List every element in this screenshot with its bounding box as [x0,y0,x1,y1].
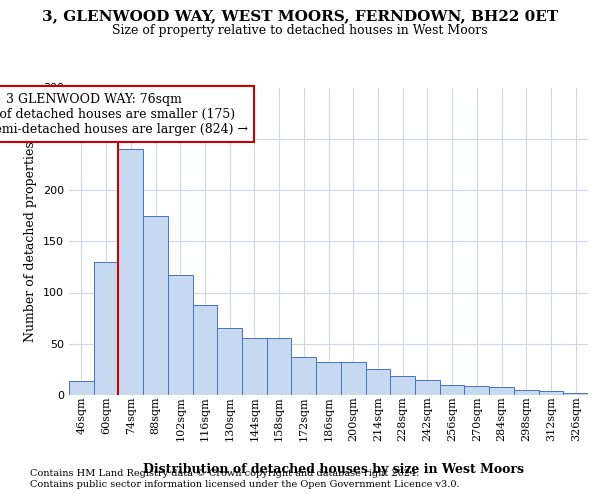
Text: Contains public sector information licensed under the Open Government Licence v3: Contains public sector information licen… [30,480,460,489]
Bar [292,357,316,395]
Bar [168,275,193,395]
Y-axis label: Number of detached properties: Number of detached properties [25,141,37,342]
Bar [464,386,489,395]
Bar [316,362,341,395]
Bar [217,328,242,395]
Bar [341,362,365,395]
Bar [143,216,168,395]
Bar [415,380,440,395]
Bar [193,305,217,395]
Text: Contains HM Land Registry data © Crown copyright and database right 2024.: Contains HM Land Registry data © Crown c… [30,468,419,477]
Bar [489,387,514,395]
Bar [118,149,143,395]
Text: Size of property relative to detached houses in West Moors: Size of property relative to detached ho… [112,24,488,37]
Bar [440,385,464,395]
Bar [69,380,94,395]
Bar [539,391,563,395]
Text: 3 GLENWOOD WAY: 76sqm
← 17% of detached houses are smaller (175)
80% of semi-det: 3 GLENWOOD WAY: 76sqm ← 17% of detached … [0,92,248,136]
Bar [267,338,292,395]
Bar [365,370,390,395]
Bar [514,390,539,395]
Bar [242,338,267,395]
Bar [390,376,415,395]
Text: 3, GLENWOOD WAY, WEST MOORS, FERNDOWN, BH22 0ET: 3, GLENWOOD WAY, WEST MOORS, FERNDOWN, B… [42,9,558,23]
Bar [94,262,118,395]
Bar [563,393,588,395]
Text: Distribution of detached houses by size in West Moors: Distribution of detached houses by size … [143,462,523,475]
